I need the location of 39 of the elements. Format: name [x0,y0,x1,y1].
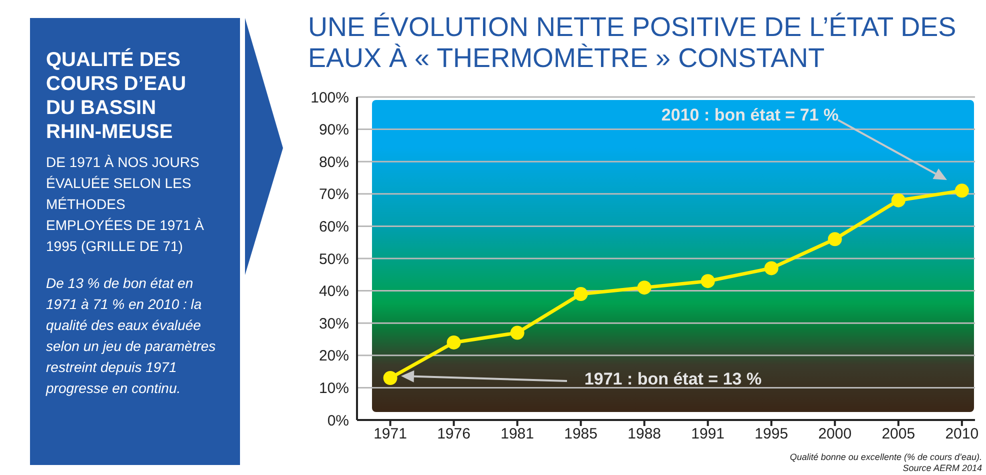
x-tick-label: 1995 [754,426,788,443]
text: Qualité bonne ou excellente (% de cours d’eau). [790,452,982,463]
point [510,326,524,340]
point [954,184,969,198]
point [446,335,461,350]
x-tick-label: 2005 [882,426,916,443]
x-tick-label: 2010 [945,426,979,443]
x-tick-label: 1976 [437,426,470,443]
text: DE 1971 À NOS JOURS ÉVALUÉE SELON LES MÉTHODES EMPLOYÉES DE 1971 À 1995 (GRILLE DE 71) [46,153,205,256]
point [574,287,588,302]
y-tick-label: 20% [318,348,349,365]
y-tick-label: 100% [310,89,349,106]
text: De 13 % de bon état en 1971 à 71 % en 2010 : la qualité des eaux évaluée selon un jeu de paramètres restreint depuis 1971 progresse en continu. [46,274,217,398]
x-tick-label: 1981 [500,426,534,443]
point [637,280,652,295]
y-tick-label: 40% [318,283,349,300]
y-tick-label: 60% [318,218,349,236]
y-tick-label: 70% [318,186,349,204]
source-note: Source AERM 2014 [902,463,982,474]
x-tick-label: 2000 [818,426,852,443]
point [700,274,715,288]
x-tick-label: 1991 [691,426,725,443]
point [383,371,398,386]
y-tick-label: 10% [318,380,349,398]
point [828,232,842,246]
annotation: 2010 : bon état = 71 % [661,106,839,124]
chart-title: UNE ÉVOLUTION NETTE POSITIVE DE L’ÉTAT DES EAUX À « THERMOMÈTRE » CONSTANT [308,12,958,74]
x-tick-label: 1985 [564,426,598,443]
x-tick-label: 1971 [374,426,407,443]
y-tick-label: 0% [327,412,349,430]
annotation: 1971 : bon état = 13 % [584,370,762,388]
y-tick-label: 30% [318,315,349,332]
y-tick-label: 50% [318,250,349,268]
x-tick-label: 1988 [628,426,662,443]
y-tick-label: 80% [318,154,349,171]
point [764,261,778,276]
y-tick-label: 90% [318,122,349,139]
point [891,193,906,208]
text: QUALITÉ DES COURS D’EAU DU BASSIN RHIN-MEUSE [46,48,188,144]
